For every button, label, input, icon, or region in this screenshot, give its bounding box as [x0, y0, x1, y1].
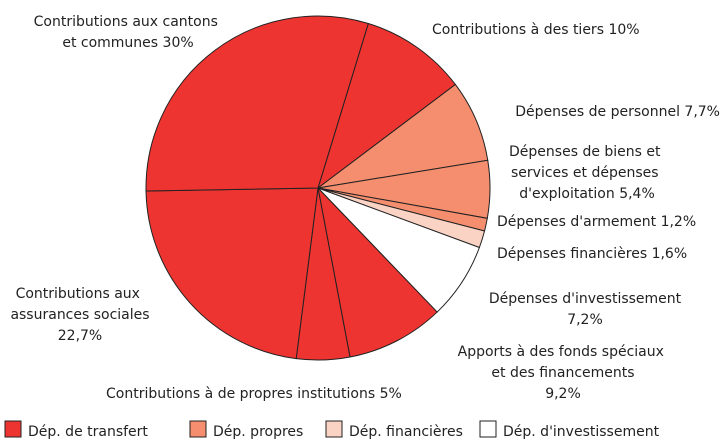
slice-label: Contributions aux cantons et communes 30… [34, 14, 223, 51]
slice-category: Dépenses financières [497, 246, 647, 262]
slice-category: Dépenses d'armement [497, 214, 657, 230]
slice-category: Dépenses de personnel [515, 104, 680, 120]
pie-slice [317, 22, 457, 190]
slice-value-label: 7,7% [684, 104, 720, 120]
slice-label: Contributions à de propres institutions … [106, 386, 402, 402]
legend-swatch [479, 420, 497, 438]
legend-swatch [4, 420, 22, 438]
slice-label: Dépenses de personnel 7,7% [515, 104, 720, 120]
legend-label: Dép. de transfert [28, 424, 148, 440]
slice-value-label: 22,7% [58, 328, 102, 344]
legend-item: Dép. d'investissement [479, 420, 660, 440]
slice-value-label: 1,6% [652, 246, 688, 262]
slice-category: Dépenses de biens et services et dépense… [509, 144, 665, 202]
slice-label: Apports à des fonds spéciaux et des fina… [458, 344, 669, 402]
slice-category: Contributions aux cantons et communes [34, 14, 223, 51]
legend-item: Dép. financières [325, 420, 463, 440]
legend-item: Dép. propres [189, 420, 303, 440]
pie-slice [145, 187, 319, 360]
slice-category: Apports à des fonds spéciaux et des fina… [458, 344, 669, 381]
slice-label: Dépenses de biens et services et dépense… [509, 144, 665, 202]
slice-label: Dépenses d'investissement 7,2% [489, 291, 682, 328]
legend-label: Dép. financières [349, 424, 463, 440]
slice-category: Contributions aux assurances sociales [10, 286, 149, 323]
slice-label: Contributions à des tiers 10% [432, 22, 640, 38]
slice-value-label: 7,2% [567, 312, 603, 328]
slice-label: Dépenses financières 1,6% [497, 246, 687, 262]
pie-slice [317, 186, 438, 358]
legend-swatch [189, 420, 207, 438]
slice-category: Contributions à des tiers [432, 22, 604, 38]
slice-category: Contributions à de propres institutions [106, 386, 375, 402]
slice-value-label: 10% [608, 22, 639, 38]
slice-value-label: 5% [380, 386, 402, 402]
slice-value-label: 30% [163, 35, 194, 51]
legend-label: Dép. d'investissement [503, 424, 660, 440]
legend-label: Dép. propres [213, 424, 303, 440]
legend-swatch [325, 420, 343, 438]
slice-value-label: 9,2% [545, 386, 581, 402]
slice-category: Dépenses d'investissement [489, 291, 682, 307]
slice-label: Contributions aux assurances sociales 22,… [10, 286, 149, 344]
slice-label: Dépenses d'armement 1,2% [497, 214, 696, 230]
slice-value-label: 5,4% [619, 186, 655, 202]
legend-item: Dép. de transfert [4, 420, 148, 440]
slice-value-label: 1,2% [661, 214, 697, 230]
pie-slice [145, 15, 369, 192]
